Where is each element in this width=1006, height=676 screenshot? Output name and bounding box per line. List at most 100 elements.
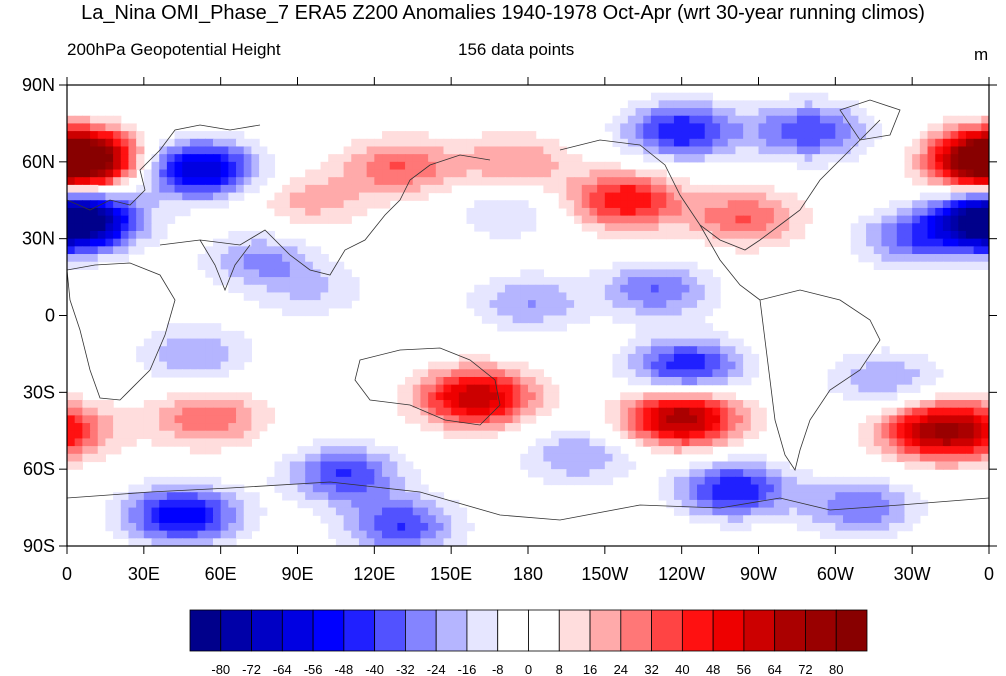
field-cell — [804, 522, 813, 532]
field-cell — [97, 246, 107, 255]
field-cell — [443, 400, 452, 409]
field-cell — [343, 161, 352, 171]
field-cell — [919, 407, 929, 416]
field-cell — [843, 115, 852, 125]
field-cell — [512, 146, 521, 155]
field-cell — [973, 254, 982, 263]
field-cell — [212, 400, 222, 409]
field-cell — [835, 108, 844, 117]
field-cell — [113, 438, 122, 447]
field-cell — [120, 499, 130, 509]
field-cell — [866, 515, 875, 524]
field-cell — [420, 499, 429, 509]
field-cell — [935, 200, 944, 209]
field-cell — [389, 469, 398, 478]
field-cell — [351, 507, 360, 516]
field-cell — [497, 161, 506, 171]
field-cell — [750, 230, 760, 240]
field-cell — [597, 300, 606, 309]
field-cell — [758, 184, 767, 194]
field-cell — [320, 207, 329, 217]
field-cell — [727, 346, 737, 355]
field-cell — [804, 469, 813, 478]
field-cell — [597, 453, 606, 463]
field-cell — [697, 269, 706, 278]
field-cell — [243, 138, 252, 148]
field-cell — [850, 146, 859, 155]
field-cell — [143, 530, 153, 539]
field-cell — [74, 215, 83, 224]
field-cell — [551, 453, 560, 463]
field-cell — [520, 154, 529, 163]
field-cell — [835, 507, 844, 516]
field-cell — [697, 461, 706, 470]
field-cell — [612, 177, 621, 186]
field-cell — [597, 230, 606, 240]
field-cell — [466, 292, 475, 301]
field-cell — [481, 177, 491, 186]
field-cell — [973, 192, 982, 201]
field-cell — [528, 400, 537, 409]
field-cell — [474, 223, 483, 232]
field-cell — [128, 200, 137, 209]
field-cell — [889, 238, 898, 247]
field-cell — [635, 415, 644, 424]
field-cell — [620, 146, 629, 155]
field-cell — [151, 338, 160, 347]
field-cell — [105, 238, 114, 247]
field-cell — [335, 507, 345, 516]
field-cell — [105, 223, 114, 232]
field-cell — [189, 161, 199, 171]
field-cell — [720, 392, 729, 401]
field-cell — [535, 384, 544, 393]
map-axes: 0 30E 60E 90E 120E 150E 180 150W 120W 90W 60W 30W 09… — [22, 75, 997, 584]
field-cell — [566, 438, 575, 447]
field-cell — [635, 200, 644, 209]
field-cell — [90, 146, 99, 155]
field-cell — [819, 131, 829, 140]
field-cell — [697, 515, 706, 524]
field-cell — [212, 184, 222, 194]
field-cell — [965, 400, 975, 409]
field-cell — [481, 154, 491, 163]
field-cell — [704, 423, 713, 432]
field-cell — [666, 108, 675, 117]
field-cell — [74, 238, 83, 247]
field-cell — [866, 384, 875, 393]
field-cell — [965, 215, 975, 224]
field-cell — [697, 407, 706, 416]
field-cell — [958, 438, 967, 447]
field-cell — [90, 438, 99, 447]
field-cell — [182, 538, 191, 546]
field-cell — [712, 484, 721, 493]
field-cell — [543, 277, 552, 286]
field-cell — [151, 215, 160, 224]
field-cell — [335, 292, 345, 301]
field-cell — [497, 423, 506, 432]
field-cell — [681, 407, 690, 416]
field-cell — [182, 423, 191, 432]
field-cell — [627, 423, 637, 432]
field-cell — [804, 161, 813, 171]
field-cell — [489, 392, 498, 401]
field-cell — [689, 507, 698, 516]
field-cell — [643, 369, 652, 378]
field-cell — [643, 138, 652, 148]
field-cell — [412, 161, 422, 171]
field-cell — [981, 392, 989, 401]
field-cell — [673, 407, 683, 416]
field-cell — [389, 177, 398, 186]
field-cell — [912, 453, 921, 463]
field-cell — [666, 415, 675, 424]
field-cell — [274, 269, 283, 278]
field-cell — [489, 376, 498, 386]
field-cell — [282, 292, 291, 301]
field-cell — [750, 123, 760, 132]
field-cell — [243, 400, 252, 409]
field-cell — [958, 215, 967, 224]
field-cell — [412, 515, 422, 524]
colorbar-label: 72 — [798, 662, 812, 676]
field-cell — [97, 400, 107, 409]
field-cell — [435, 492, 445, 501]
field-cell — [781, 215, 790, 224]
